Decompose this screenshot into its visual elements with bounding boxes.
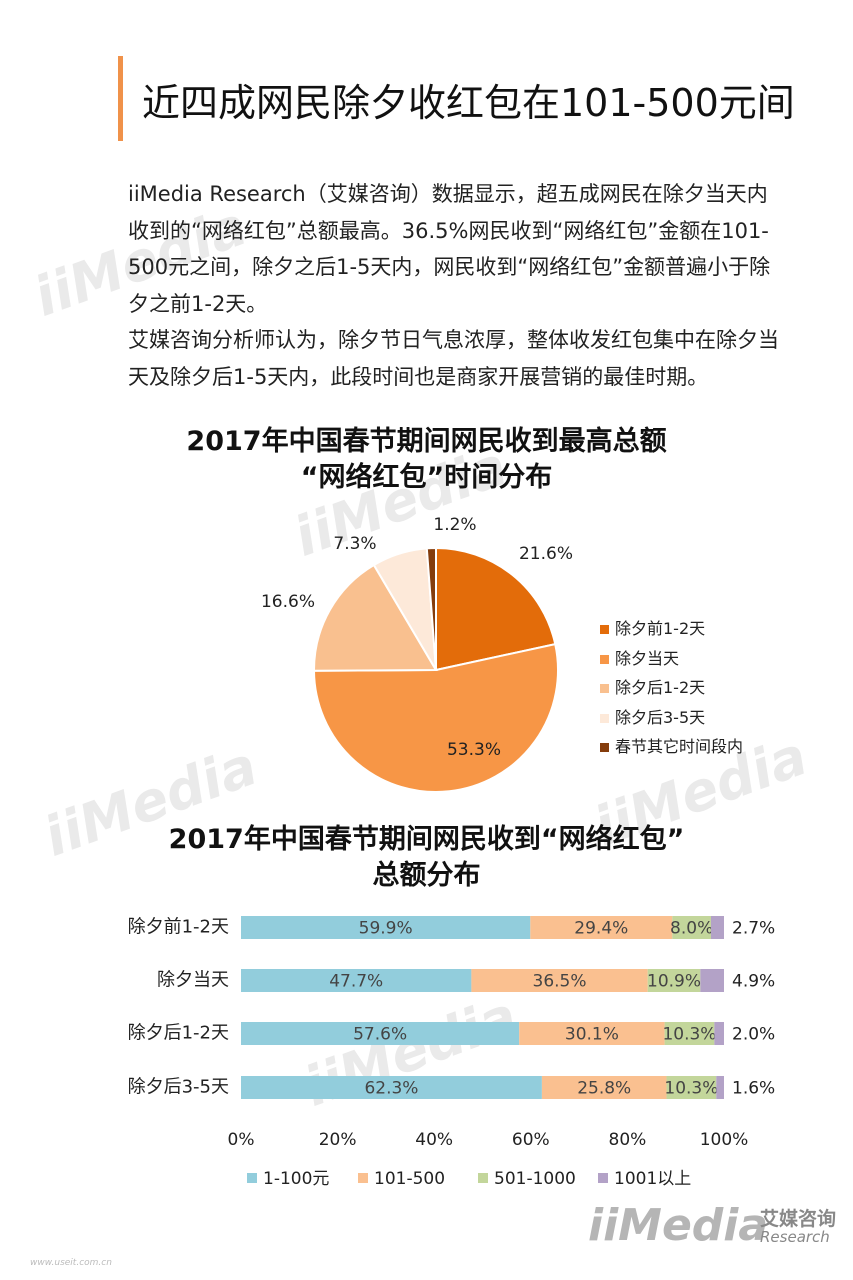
footer-url: www.useit.com.cn	[30, 1258, 112, 1268]
pie-legend-item: 除夕后1-2天	[600, 674, 705, 698]
x-tick-label: 60%	[512, 1130, 550, 1150]
legend-swatch	[247, 1173, 257, 1183]
legend-swatch	[478, 1173, 488, 1183]
logo-en: Research	[760, 1228, 830, 1246]
pie-legend-item: 春节其它时间段内	[600, 733, 743, 757]
bar-segment	[666, 1076, 717, 1099]
bar-data-label: 30.1%	[565, 1025, 619, 1045]
intro-paragraph-2: 艾媒咨询分析师认为，除夕节日气息浓厚，整体收发红包集中在除夕当天及除夕后1-5天…	[128, 328, 779, 389]
bar-segment	[647, 969, 701, 992]
bar-segment	[241, 969, 472, 992]
logo-mark: iiMedia	[588, 1200, 769, 1251]
bar-category-label: 除夕当天	[157, 970, 229, 991]
pie-chart-title-line2: “网络红包”时间分布	[300, 462, 553, 493]
x-tick-label: 40%	[415, 1130, 453, 1150]
legend-swatch	[358, 1173, 368, 1183]
bar-legend-label: 101-500	[374, 1169, 445, 1189]
bar-category-label: 除夕后1-2天	[128, 1023, 229, 1044]
bar-data-label: 2.0%	[732, 1025, 775, 1045]
bar-category-label: 除夕后3-5天	[128, 1077, 229, 1098]
pie-slice	[425, 546, 437, 671]
pie-slice	[313, 563, 438, 672]
bar-segment	[710, 916, 724, 939]
bar-data-label: 8.0%	[670, 919, 713, 939]
bar-data-label: 59.9%	[359, 919, 413, 939]
bar-legend-label: 1001以上	[614, 1169, 691, 1189]
bar-segment	[541, 1076, 667, 1099]
legend-label: 除夕前1-2天	[615, 619, 706, 638]
bar-legend-label: 1-100元	[263, 1169, 329, 1189]
legend-label: 春节其它时间段内	[615, 737, 744, 756]
legend-swatch	[600, 684, 609, 693]
bar-data-label: 57.6%	[353, 1025, 407, 1045]
bar-category-label: 除夕前1-2天	[128, 917, 229, 938]
bar-segment	[672, 916, 711, 939]
logo-cn: 艾媒咨询	[760, 1208, 837, 1230]
x-tick-label: 20%	[319, 1130, 357, 1150]
stacked-bar-chart: 除夕前1-2天 59.9% 29.4% 8.0% 2.7% 除夕当天 47.7% 36.5% 1…	[128, 916, 775, 1189]
bar-legend-label: 501-1000	[494, 1169, 576, 1189]
pie-legend-item: 除夕后3-5天	[600, 704, 705, 728]
bar-data-label: 25.8%	[577, 1079, 631, 1099]
intro-text: iiMedia Research（艾媒咨询）数据显示，超五成网民在除夕当天内收到…	[128, 176, 788, 395]
iimedia-logo: iiMedia 艾媒咨询 Research	[588, 1200, 836, 1251]
pie-slice	[312, 642, 559, 793]
bar-segment	[714, 1022, 724, 1045]
pie-chart-title-line1: 2017年中国春节期间网民收到最高总额	[186, 426, 667, 457]
intro-paragraph-1: iiMedia Research（艾媒咨询）数据显示，超五成网民在除夕当天内收到…	[128, 182, 771, 316]
pie-chart-title: 2017年中国春节期间网民收到最高总额 “网络红包”时间分布	[0, 424, 853, 496]
bar-segment	[716, 1076, 724, 1099]
page-title: 近四成网民除夕收红包在101-500元间	[142, 81, 795, 125]
x-tick-label: 0%	[228, 1130, 255, 1150]
bar-chart-title-line1: 2017年中国春节期间网民收到“网络红包”	[168, 824, 685, 855]
bar-data-label: 10.9%	[647, 972, 701, 992]
x-tick-label: 80%	[609, 1130, 647, 1150]
bar-data-label: 2.7%	[732, 919, 775, 939]
bar-data-label: 29.4%	[574, 919, 628, 939]
bar-data-label: 62.3%	[364, 1079, 418, 1099]
legend-label: 除夕当天	[615, 648, 680, 668]
x-tick-label: 100%	[700, 1130, 749, 1150]
bar-data-label: 1.6%	[732, 1079, 775, 1099]
pie-data-label: 7.3%	[333, 534, 376, 554]
pie-data-label: 16.6%	[261, 592, 315, 612]
bar-segment	[700, 969, 724, 992]
pie-data-label: 53.3%	[447, 740, 501, 760]
bar-segment	[241, 916, 531, 939]
bar-segment	[519, 1022, 665, 1045]
bar-segment	[530, 916, 673, 939]
pie-legend-item: 除夕当天	[600, 645, 679, 669]
pie-slice	[435, 546, 557, 672]
legend-swatch	[600, 654, 609, 664]
bar-data-label: 47.7%	[329, 972, 383, 992]
bar-data-label: 10.3%	[662, 1025, 716, 1045]
legend-label: 除夕后1-2天	[615, 678, 706, 697]
bar-segment	[241, 1076, 542, 1099]
legend-swatch	[598, 1173, 608, 1183]
pie-chart: 21.6% 53.3% 16.6% 7.3% 1.2%	[261, 515, 573, 793]
legend-swatch	[600, 743, 609, 752]
bar-segment	[471, 969, 648, 992]
pie-data-label: 21.6%	[519, 544, 573, 564]
bar-data-label: 10.3%	[664, 1079, 718, 1099]
pie-data-label: 1.2%	[433, 515, 476, 535]
legend-swatch	[600, 625, 609, 634]
bar-chart-title: 2017年中国春节期间网民收到“网络红包” 总额分布	[0, 822, 853, 894]
bar-segment	[241, 1022, 520, 1045]
legend-swatch	[600, 713, 609, 723]
title-accent-bar	[118, 56, 123, 141]
legend-label: 除夕后3-5天	[615, 707, 706, 727]
bar-chart-title-line2: 总额分布	[372, 860, 481, 891]
pie-legend-item: 除夕前1-2天	[600, 615, 705, 639]
bar-data-label: 36.5%	[533, 972, 587, 992]
bar-segment	[664, 1022, 715, 1045]
bar-data-label: 4.9%	[732, 972, 775, 992]
